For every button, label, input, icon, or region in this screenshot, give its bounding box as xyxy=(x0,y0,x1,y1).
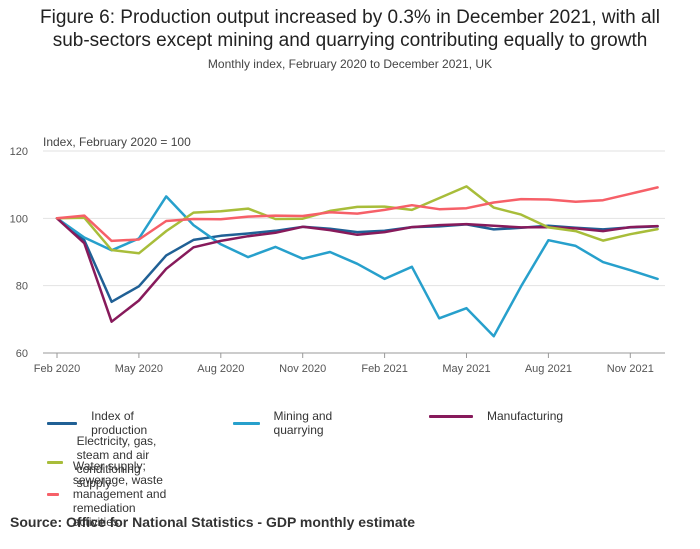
x-axis-ticks: Feb 2020 May 2020 Aug 2020 Nov 2020 Feb 2021… xyxy=(34,353,654,375)
chart-title-line-2: sub-sectors except mining and quarrying … xyxy=(52,30,648,51)
legend-item-5: Water supply; sewerage, waste management… xyxy=(47,459,175,529)
legend-swatch xyxy=(47,421,78,425)
x-tick-label: Feb 2021 xyxy=(361,363,407,375)
legend-label: Electricity, gas, steam and air conditio… xyxy=(76,434,157,490)
series-line-2 xyxy=(55,195,659,338)
legend-item-4: Electricity, gas, steam and air conditio… xyxy=(47,434,169,490)
series-line-5 xyxy=(55,186,659,243)
legend-swatch xyxy=(47,460,63,464)
y-axis-label: Index, February 2020 = 100 xyxy=(43,135,191,149)
x-tick-label: Nov 2021 xyxy=(607,363,654,375)
legend-label: Mining and quarrying xyxy=(273,409,333,437)
legend-item-3: Manufacturing xyxy=(429,409,563,423)
y-tick-label: 100 xyxy=(10,213,28,225)
legend-label: Manufacturing xyxy=(487,409,564,423)
legend-item-2: Mining and quarrying xyxy=(233,409,341,437)
y-tick-label: 120 xyxy=(10,146,28,158)
legend-label: Water supply; sewerage, waste management… xyxy=(72,459,167,529)
x-tick-label: Nov 2020 xyxy=(279,363,326,375)
legend-swatch xyxy=(47,492,59,496)
x-tick-label: Aug 2020 xyxy=(197,363,244,375)
chart-title: Figure 6: Production output increased by… xyxy=(0,6,700,52)
x-tick-label: Aug 2021 xyxy=(525,363,572,375)
legend-swatch xyxy=(429,414,473,418)
y-tick-label: 80 xyxy=(16,281,28,293)
chart-subtitle: Monthly index, February 2020 to December… xyxy=(207,57,493,71)
legend-swatch xyxy=(233,421,260,425)
chart-title-line-1: Figure 6: Production output increased by… xyxy=(40,7,660,28)
source-note: Source: Office for National Statistics -… xyxy=(10,514,416,530)
y-tick-label: 60 xyxy=(16,348,28,360)
x-tick-label: May 2021 xyxy=(442,363,490,375)
series-line-4 xyxy=(55,185,659,255)
legend-label: Index of production xyxy=(91,409,148,437)
x-tick-label: May 2020 xyxy=(115,363,163,375)
gridlines xyxy=(43,150,665,354)
legend-item-1: Index of production xyxy=(47,409,161,437)
series-lines xyxy=(55,185,659,338)
y-axis-ticks: 60 80 100 120 xyxy=(10,146,28,360)
x-tick-label: Feb 2020 xyxy=(34,363,80,375)
